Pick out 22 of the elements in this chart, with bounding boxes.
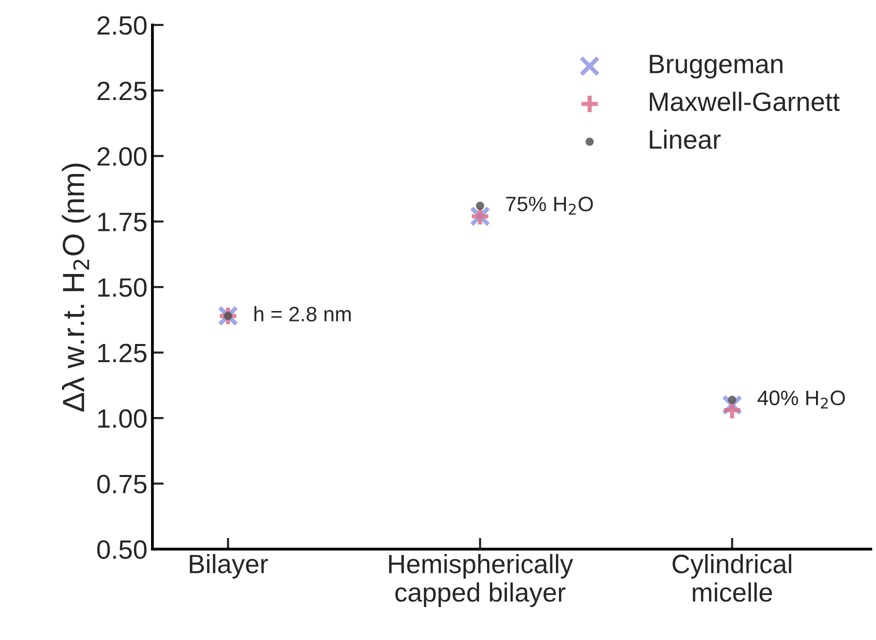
point xyxy=(476,202,484,210)
point xyxy=(728,396,736,404)
x-tick-label: Cylindrical micelle xyxy=(672,554,792,602)
y-tick-label: 2.00 xyxy=(98,147,147,166)
y-tick-label: 0.50 xyxy=(97,540,147,559)
y-tick-label: 1.25 xyxy=(98,344,146,362)
y-tick-label: 1.00 xyxy=(98,409,147,428)
y-axis-title: Δλ w.r.t. H$_{2}$O (nm) xyxy=(62,164,90,412)
annotation: 75% H$_{2}$O xyxy=(506,196,593,215)
legend-label: Linear xyxy=(650,130,721,149)
y-tick-label: 1.75 xyxy=(98,212,146,232)
annotation: h = 2.8 nm xyxy=(254,306,351,322)
y-tick-label: 2.25 xyxy=(98,82,146,100)
y-tick-label: 2.50 xyxy=(98,16,147,35)
x-tick-label: Hemispherically capped bilayer xyxy=(389,554,574,608)
y-tick-label: 0.75 xyxy=(97,474,146,494)
legend-label: Maxwell-Garnett xyxy=(650,92,840,112)
legend-label: Bruggeman xyxy=(650,54,782,79)
annotation: 40% H$_{2}$O xyxy=(758,390,845,409)
y-tick-label: 1.50 xyxy=(98,278,147,297)
point xyxy=(224,312,232,320)
x-tick-label: Bilayer xyxy=(190,554,268,579)
